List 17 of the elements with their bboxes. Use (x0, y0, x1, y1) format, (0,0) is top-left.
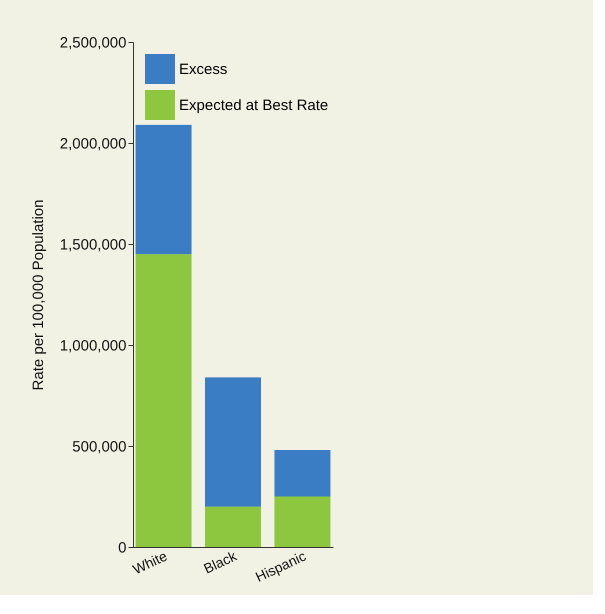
x-tick-label: Black (201, 547, 240, 577)
y-tick-label: 2,000,000 (60, 136, 126, 152)
bar (205, 377, 261, 507)
y-axis-title: Rate per 100,000 Population (30, 200, 47, 390)
y-tick-label: 1,000,000 (60, 338, 126, 354)
legend-label: Excess (179, 61, 228, 78)
bar (274, 496, 330, 547)
bar (136, 124, 192, 254)
bar (274, 450, 330, 496)
legend-label: Expected at Best Rate (179, 97, 328, 114)
y-tick-label: 2,500,000 (60, 34, 126, 52)
x-tick-label: White (130, 548, 170, 578)
bar (136, 254, 192, 547)
bar (205, 506, 261, 547)
y-tick-label: 0 (118, 540, 126, 556)
y-tick-label: 1,500,000 (60, 236, 126, 254)
y-tick-label: 500,000 (72, 438, 126, 456)
